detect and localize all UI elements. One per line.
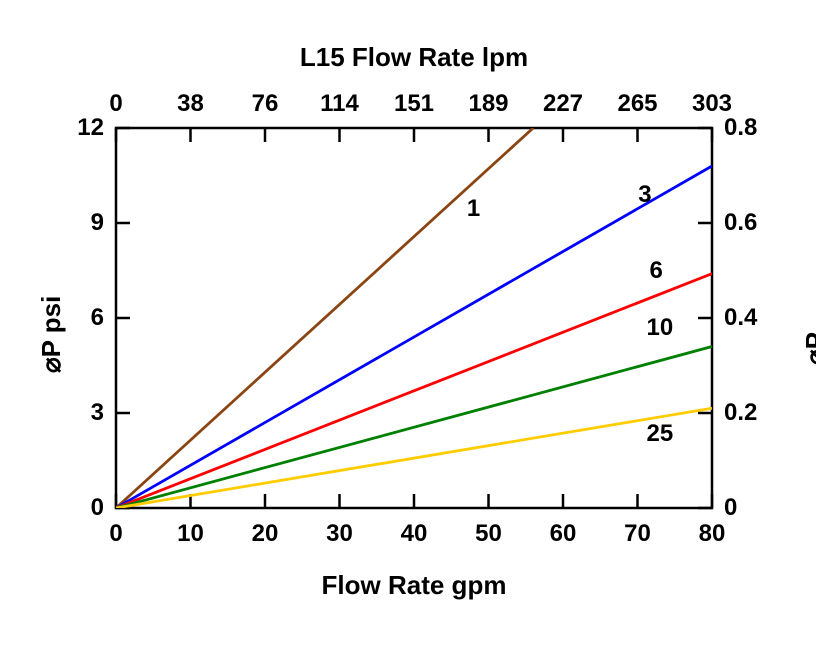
tick-label: 70 <box>608 520 668 548</box>
tick-label: 60 <box>533 520 593 548</box>
tick-label: 3 <box>56 399 104 427</box>
tick-label: 20 <box>235 520 295 548</box>
tick-label: 114 <box>310 90 370 118</box>
tick-label: 30 <box>310 520 370 548</box>
chart-container: L15 Flow Rate lpm ⌀P psi ⌀P bar Flow Rat… <box>0 0 816 652</box>
series-label: 10 <box>638 314 682 342</box>
tick-label: 10 <box>161 520 221 548</box>
tick-label: 80 <box>682 520 742 548</box>
tick-label: 0 <box>86 520 146 548</box>
tick-label: 265 <box>608 90 668 118</box>
series-label: 1 <box>452 195 496 223</box>
tick-label: 38 <box>161 90 221 118</box>
tick-label: 76 <box>235 90 295 118</box>
tick-label: 189 <box>459 90 519 118</box>
series-label: 6 <box>634 257 678 285</box>
tick-label: 50 <box>459 520 519 548</box>
tick-label: 40 <box>384 520 444 548</box>
tick-label: 6 <box>56 304 104 332</box>
tick-label: 0.6 <box>724 209 778 237</box>
series-label: 3 <box>623 181 667 209</box>
tick-label: 9 <box>56 209 104 237</box>
tick-label: 151 <box>384 90 444 118</box>
tick-label: 0 <box>724 494 778 522</box>
tick-label: 0.4 <box>724 304 778 332</box>
tick-label: 12 <box>56 114 104 142</box>
tick-label: 0.8 <box>724 114 778 142</box>
tick-label: 0 <box>56 494 104 522</box>
tick-label: 0.2 <box>724 399 778 427</box>
series-label: 25 <box>638 420 682 448</box>
tick-label: 227 <box>533 90 593 118</box>
